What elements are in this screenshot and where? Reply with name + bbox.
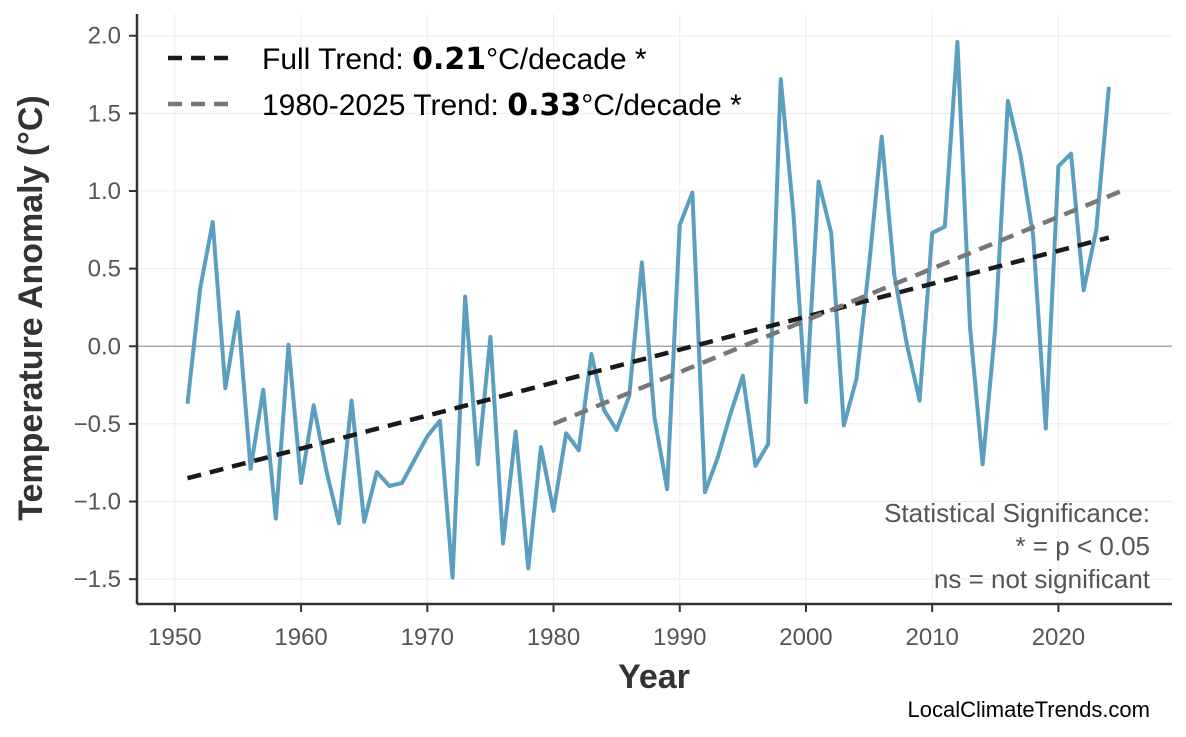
legend-label-full-trend: Full Trend: 0.21°C/decade * xyxy=(262,42,647,77)
x-tick-label: 2010 xyxy=(905,624,958,651)
y-tick-label: 0.5 xyxy=(88,256,121,283)
legend-full-trend-rate: 0.21 xyxy=(412,42,486,77)
x-axis-title: Year xyxy=(618,658,690,696)
y-tick-label: −1.0 xyxy=(74,489,121,516)
y-tick-label: 0.0 xyxy=(88,333,121,360)
x-tick-label: 1950 xyxy=(148,624,201,651)
x-tick-label: 2020 xyxy=(1032,624,1085,651)
y-tick-label: 1.0 xyxy=(88,178,121,205)
x-tick-label: 2000 xyxy=(779,624,832,651)
y-tick-label: −1.5 xyxy=(74,566,121,593)
x-tick-label: 1960 xyxy=(274,624,327,651)
axes: 1950 1960 1970 1980 1990 2000 2010 2020 −1.5 −1.0… xyxy=(74,14,1172,651)
legend-full-trend-unit: °C/decade * xyxy=(486,43,647,76)
significance-title: Statistical Significance: xyxy=(884,498,1150,528)
x-tick-label: 1980 xyxy=(527,624,580,651)
legend-full-trend-name: Full Trend: xyxy=(262,43,404,76)
y-tick-label: 1.5 xyxy=(88,100,121,127)
significance-note: Statistical Significance: * = p < 0.05 n… xyxy=(884,498,1151,594)
significance-star-note: * = p < 0.05 xyxy=(1016,531,1150,561)
full-trend-line xyxy=(186,235,1110,481)
x-tick-label: 1970 xyxy=(401,624,454,651)
data-series xyxy=(185,39,1123,580)
y-axis-title: Temperature Anomaly (°C) xyxy=(12,95,50,520)
legend: Full Trend: 0.21°C/decade * 1980-2025 Tr… xyxy=(168,42,742,123)
y-tick-label: 2.0 xyxy=(88,23,121,50)
legend-recent-trend-rate: 0.33 xyxy=(507,88,581,123)
anomaly-series-line xyxy=(185,39,1111,580)
y-tick-label: −0.5 xyxy=(74,411,121,438)
recent-trend-line xyxy=(552,188,1123,426)
source-credit: LocalClimateTrends.com xyxy=(908,697,1151,722)
x-tick-label: 1990 xyxy=(653,624,706,651)
significance-ns-note: ns = not significant xyxy=(934,564,1151,594)
legend-recent-trend-name: 1980-2025 Trend: xyxy=(262,89,499,122)
legend-recent-trend-unit: °C/decade * xyxy=(581,89,742,122)
legend-label-recent-trend: 1980-2025 Trend: 0.33°C/decade * xyxy=(262,88,742,123)
